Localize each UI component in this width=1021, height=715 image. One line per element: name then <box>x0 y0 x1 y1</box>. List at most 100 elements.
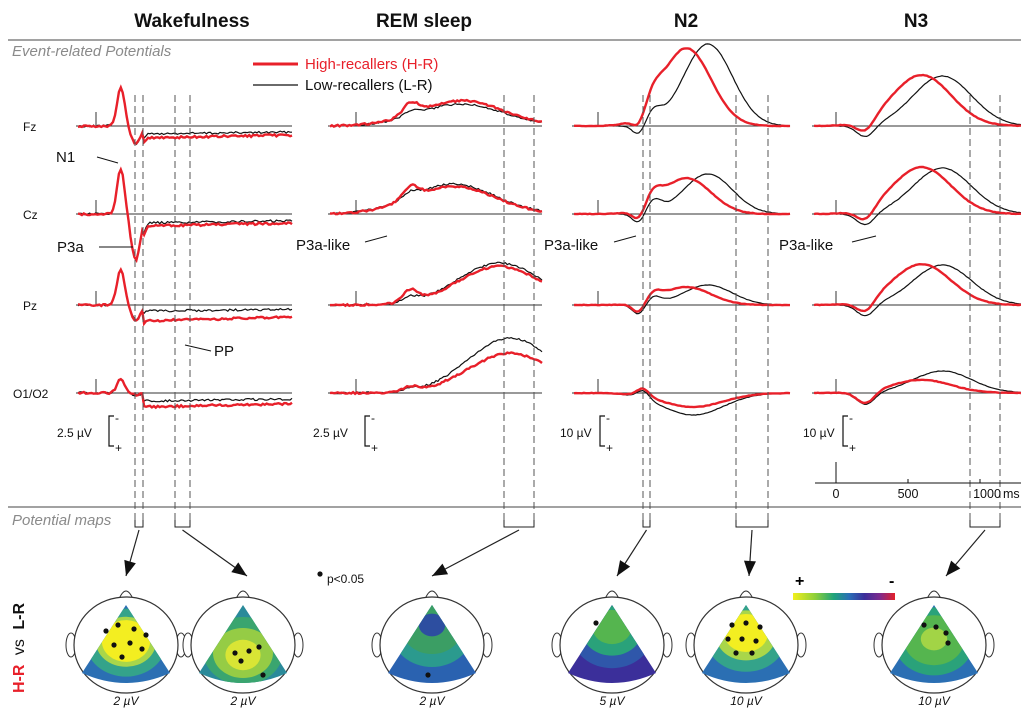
scale-bar-wake: 2.5 µV - + <box>57 411 122 455</box>
trace-high-recallers <box>813 165 1021 221</box>
time-unit: ms <box>1003 487 1020 501</box>
topographic-map-2: 2 µV <box>182 590 304 708</box>
map-window-bracket <box>134 520 144 528</box>
trace-high-recallers <box>574 47 791 128</box>
significant-electrode-dot <box>103 628 109 634</box>
significant-electrode-dot <box>739 636 745 642</box>
arrowhead-icon <box>617 560 631 576</box>
annotation-p3a-like-n3: P3a-like <box>779 237 833 254</box>
colorbar-minus: - <box>889 573 894 590</box>
colorbar: + - <box>793 573 895 600</box>
annotation-p3a: P3a <box>57 239 84 256</box>
significance-dot-icon <box>317 571 323 577</box>
annotation-p3a-like-rem: P3a-like <box>296 237 350 254</box>
significant-electrode-dot <box>143 632 149 638</box>
map-arrow <box>431 529 520 577</box>
significant-electrode-dot <box>232 650 238 656</box>
time-tick-500: 500 <box>898 487 919 501</box>
svg-text:-: - <box>606 411 610 425</box>
arrowhead-icon <box>432 563 449 576</box>
column-header-n3: N3 <box>904 11 928 32</box>
legend-label-high-recallers: High-recallers (H-R) <box>305 56 438 73</box>
significant-electrode-dot <box>749 650 755 656</box>
map-window-bracket <box>174 520 191 528</box>
map-scale-label: 10 µV <box>918 694 951 708</box>
svg-text:+: + <box>849 441 856 455</box>
map-window-bracket <box>735 520 769 528</box>
trace-high-recallers <box>329 351 543 396</box>
svg-text:-: - <box>849 411 853 425</box>
section-label-maps: Potential maps <box>12 512 112 529</box>
significant-electrode-dot <box>733 650 739 656</box>
trace-high-recallers <box>77 166 293 264</box>
svg-text:+: + <box>371 441 378 455</box>
colorbar-plus: + <box>795 573 804 590</box>
time-window-markers <box>134 95 1001 527</box>
legend: High-recallers (H-R) Low-recallers (L-R) <box>253 56 438 94</box>
trace-low-recallers <box>77 267 293 321</box>
section-label-erp: Event-related Potentials <box>12 43 172 60</box>
significant-electrode-dot <box>260 672 266 678</box>
arrowhead-icon <box>124 559 136 576</box>
topographic-map-6: 10 µV <box>873 590 995 708</box>
topographic-map-5: 10 µV <box>685 590 807 708</box>
svg-text:-: - <box>371 411 375 425</box>
colorbar-gradient <box>793 593 895 600</box>
scale-bar-rem: 2.5 µV - + <box>313 411 378 455</box>
contrast-label: H-R vs L-R <box>11 603 28 693</box>
svg-text:+: + <box>115 441 122 455</box>
trace-high-recallers <box>573 285 790 313</box>
trace-high-recallers <box>573 176 791 220</box>
map-scale-label: 5 µV <box>600 694 626 708</box>
significant-electrode-dot <box>933 624 939 630</box>
trace-low-recallers <box>573 43 791 134</box>
time-tick-0: 0 <box>833 487 840 501</box>
annotation-pp: PP <box>214 343 234 360</box>
trace-high-recallers <box>813 378 1021 405</box>
significant-electrode-dot <box>127 640 133 646</box>
svg-text:10 µV: 10 µV <box>803 426 835 440</box>
topographic-map-3: 2 µV <box>371 590 493 708</box>
trace-high-recallers <box>813 73 1021 132</box>
map-scale-label: 2 µV <box>419 694 446 708</box>
annotation-n1: N1 <box>56 149 75 166</box>
trace-low-recallers <box>813 75 1021 138</box>
time-axis: 0 500 1000 ms <box>815 462 1021 501</box>
trace-high-recallers <box>77 84 293 145</box>
map-window-bracket <box>642 520 651 528</box>
topographic-map-4: 5 µV <box>551 590 673 708</box>
significant-electrode-dot <box>425 672 431 678</box>
significant-electrode-dot <box>119 654 125 660</box>
channel-label-o1-o2: O1/O2 <box>13 387 49 401</box>
arrowhead-icon <box>946 560 961 576</box>
arrowhead-icon <box>231 562 247 576</box>
channel-label-cz: Cz <box>23 208 38 222</box>
significant-electrode-dot <box>115 622 121 628</box>
channel-label-pz: Pz <box>23 299 37 313</box>
waveform-traces <box>76 43 1021 416</box>
topographic-maps: 2 µV 2 µV 2 µV 5 µV 10 µV 10 µV <box>65 590 995 708</box>
map-scale-label: 2 µV <box>113 694 140 708</box>
map-window-bracket <box>503 520 535 528</box>
svg-text:10 µV: 10 µV <box>560 426 592 440</box>
trace-low-recallers <box>813 167 1021 226</box>
significant-electrode-dot <box>256 644 262 650</box>
column-header-wakefulness: Wakefulness <box>134 11 249 32</box>
significant-electrode-dot <box>945 640 951 646</box>
trace-high-recallers <box>330 264 543 308</box>
topographic-map-1: 2 µV <box>65 590 187 708</box>
significance-label: p<0.05 <box>327 572 364 586</box>
svg-text:+: + <box>606 441 613 455</box>
map-scale-label: 10 µV <box>730 694 763 708</box>
significant-electrode-dot <box>943 630 949 636</box>
map-window-bracket <box>969 520 1001 528</box>
significant-electrode-dot <box>725 636 731 642</box>
significant-electrode-dot <box>139 646 145 652</box>
scale-bar-n3: 10 µV - + <box>803 411 856 455</box>
svg-text:2.5 µV: 2.5 µV <box>313 426 348 440</box>
significant-electrode-dot <box>111 642 117 648</box>
trace-low-recallers <box>813 264 1021 317</box>
channel-label-fz: Fz <box>23 120 36 134</box>
column-header-rem: REM sleep <box>376 11 472 32</box>
